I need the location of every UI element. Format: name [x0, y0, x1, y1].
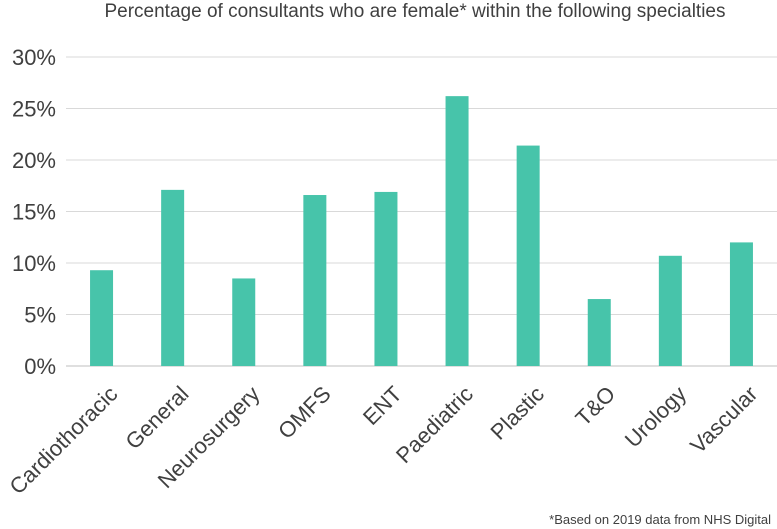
bars: [90, 96, 753, 366]
bar-ent: [374, 191, 398, 366]
bar-cardiothoracic: [90, 270, 114, 366]
bar-neurosurgery: [232, 278, 256, 366]
bar-t-o: [587, 299, 611, 366]
gridlines: [66, 56, 777, 367]
y-tick-label: 15%: [12, 200, 56, 225]
bar-general: [161, 189, 185, 366]
y-tick-label: 10%: [12, 251, 56, 276]
x-tick-label: ENT: [358, 381, 407, 430]
bar-plastic: [516, 145, 540, 366]
x-tick-label: T&O: [570, 381, 620, 431]
y-axis-tick-labels: 0% 5% 10% 15% 20% 25% 30%: [12, 45, 56, 379]
y-tick-label: 25%: [12, 97, 56, 122]
x-tick-label: Plastic: [486, 381, 549, 444]
x-tick-label: General: [120, 381, 193, 454]
chart-title: Percentage of consultants who are female…: [104, 1, 725, 22]
footnote: *Based on 2019 data from NHS Digital: [549, 512, 771, 527]
y-tick-label: 5%: [24, 303, 56, 328]
bar-vascular: [729, 242, 753, 366]
bar-urology: [658, 255, 682, 366]
x-tick-label: Paediatric: [391, 381, 478, 468]
x-tick-label: Urology: [620, 381, 691, 452]
y-tick-label: 30%: [12, 45, 56, 70]
bar-paediatric: [445, 96, 469, 366]
x-tick-label: Vascular: [685, 381, 762, 458]
y-tick-label: 0%: [24, 354, 56, 379]
x-tick-label: Cardiothoracic: [4, 381, 122, 499]
y-tick-label: 20%: [12, 148, 56, 173]
bar-omfs: [303, 195, 327, 366]
x-tick-label: OMFS: [273, 381, 336, 444]
